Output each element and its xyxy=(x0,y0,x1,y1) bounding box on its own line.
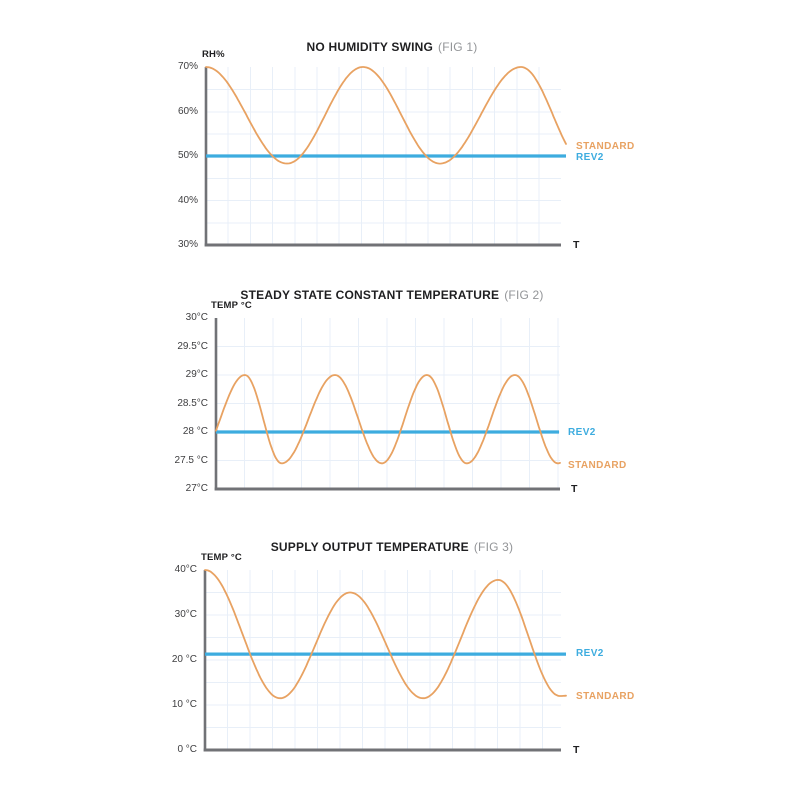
y-axis-label-fig3: TEMP °C xyxy=(201,552,242,563)
standard-curve xyxy=(204,569,567,700)
x-axis-label-fig3: T xyxy=(573,744,580,756)
chart-title-text: SUPPLY OUTPUT TEMPERATURE xyxy=(270,540,469,554)
chart-title-fig2: STEADY STATE CONSTANT TEMPERATURE (FIG 2) xyxy=(0,288,784,303)
standard-series-label-fig1: STANDARD xyxy=(576,140,635,152)
y-tick-label: 28.5°C xyxy=(177,397,208,409)
y-tick-label: 28 °C xyxy=(182,426,208,437)
x-axis-label-fig2: T xyxy=(571,483,578,495)
standard-series-label-fig3: STANDARD xyxy=(576,691,635,702)
y-tick-label: 27.5 °C xyxy=(174,454,208,466)
x-axis-label-fig1: T xyxy=(573,239,580,251)
y-axis-label-fig2: TEMP °C xyxy=(211,300,252,311)
rev2-series-label-fig1: REV2 xyxy=(576,152,604,163)
y-tick-label: 20 °C xyxy=(171,654,197,665)
y-tick-label: 70% xyxy=(177,61,198,72)
chart-title-fig3: SUPPLY OUTPUT TEMPERATURE (FIG 3) xyxy=(0,540,784,555)
grid xyxy=(205,570,561,750)
standard-curve xyxy=(215,374,561,465)
chart-title-fig-number: (FIG 3) xyxy=(473,540,514,554)
y-tick-label: 0 °C xyxy=(177,744,197,755)
rev2-series-label-fig3: REV2 xyxy=(576,648,604,659)
y-tick-label: 40°C xyxy=(174,564,197,575)
y-tick-label: 29°C xyxy=(185,369,208,380)
standard-curve xyxy=(205,66,567,165)
y-tick-label: 30°C xyxy=(185,312,208,323)
y-tick-label: 27°C xyxy=(185,483,208,494)
chart-title-fig-number: (FIG 1) xyxy=(438,40,478,54)
rev2-series-label-fig2: REV2 xyxy=(568,427,596,438)
y-tick-label: 30°C xyxy=(174,609,197,620)
chart-title-text: STEADY STATE CONSTANT TEMPERATURE xyxy=(240,288,500,302)
chart-title-fig-number: (FIG 2) xyxy=(504,288,544,302)
y-axis-label-fig1: RH% xyxy=(202,49,225,60)
chart-title-fig1: NO HUMIDITY SWING (FIG 1) xyxy=(0,40,784,55)
y-tick-label: 29.5°C xyxy=(177,340,208,352)
y-tick-label: 50% xyxy=(177,150,198,161)
grid xyxy=(216,318,560,489)
y-tick-label: 60% xyxy=(177,105,198,117)
y-tick-label: 40% xyxy=(177,194,198,206)
y-tick-label: 10 °C xyxy=(171,699,197,710)
chart-title-text: NO HUMIDITY SWING xyxy=(306,40,434,54)
y-tick-label: 30% xyxy=(177,239,198,250)
standard-series-label-fig2: STANDARD xyxy=(568,460,627,471)
